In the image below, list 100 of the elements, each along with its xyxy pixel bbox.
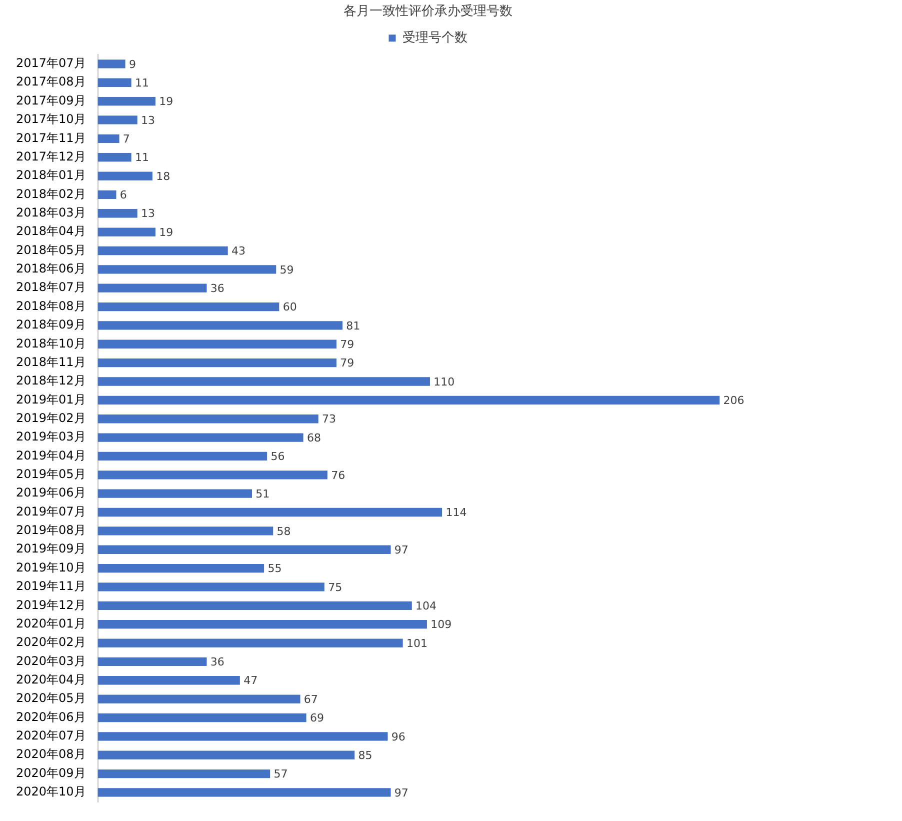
bar [98, 769, 270, 778]
data-label: 13 [141, 207, 156, 220]
y-tick-label: 2017年09月 [16, 93, 86, 108]
bar [98, 620, 427, 629]
data-label: 13 [141, 114, 156, 127]
bar [98, 153, 132, 162]
y-tick-label: 2019年03月 [16, 430, 86, 444]
bar [98, 321, 342, 330]
data-label: 19 [159, 95, 174, 108]
data-label: 81 [346, 319, 360, 332]
y-tick-label: 2018年11月 [16, 354, 86, 369]
bar [98, 750, 355, 760]
y-tick-label: 2019年01月 [16, 392, 86, 406]
bar [98, 470, 328, 480]
bar [98, 228, 156, 236]
y-tick-label: 2020年01月 [16, 616, 86, 630]
data-label: 43 [232, 244, 246, 258]
data-label: 206 [723, 394, 744, 408]
y-tick-label: 2018年08月 [16, 298, 86, 313]
data-label: 79 [340, 338, 354, 351]
data-label: 6 [120, 188, 127, 202]
bar [98, 116, 138, 124]
data-label: 104 [416, 600, 437, 613]
data-label: 69 [310, 712, 324, 725]
bar [98, 694, 300, 704]
chart-title: 各月一致性评价承办受理号数 [344, 4, 512, 20]
y-tick-label: 2017年10月 [16, 112, 86, 126]
y-tick-label: 2019年04月 [16, 448, 86, 462]
legend-label: 受理号个数 [402, 30, 468, 46]
bar [98, 433, 304, 442]
y-tick-label: 2020年02月 [16, 635, 86, 650]
bar [98, 60, 126, 68]
data-label: 96 [391, 730, 406, 744]
data-label: 79 [340, 356, 354, 370]
data-label: 85 [358, 748, 372, 762]
y-tick-label: 2018年07月 [16, 280, 86, 294]
y-tick-label: 2017年12月 [16, 149, 86, 164]
bar [98, 134, 120, 143]
bar [98, 452, 268, 461]
bar [98, 489, 252, 498]
bar [98, 564, 264, 573]
bar [98, 545, 391, 554]
bar [98, 246, 228, 256]
data-label: 101 [406, 636, 428, 650]
data-label: 7 [122, 132, 130, 146]
bar [98, 732, 388, 741]
bar [98, 657, 207, 666]
y-tick-label: 2018年04月 [16, 224, 86, 238]
data-label: 76 [331, 468, 346, 482]
bar [98, 265, 276, 274]
bar [98, 78, 132, 87]
y-tick-label: 2019年02月 [16, 410, 86, 425]
data-label: 36 [210, 282, 224, 295]
data-label: 56 [270, 450, 285, 464]
data-label: 75 [328, 580, 342, 594]
data-label: 55 [268, 562, 282, 576]
bar [98, 209, 138, 218]
data-label: 11 [134, 151, 149, 164]
y-tick-label: 2020年08月 [16, 747, 86, 762]
y-tick-label: 2019年11月 [16, 579, 86, 594]
bar [98, 340, 336, 348]
y-tick-label: 2020年04月 [16, 672, 86, 687]
y-tick-label: 2019年06月 [16, 486, 86, 500]
bar [98, 358, 336, 368]
y-tick-label: 2018年12月 [16, 374, 86, 388]
data-label: 110 [434, 375, 455, 388]
data-label: 58 [276, 524, 291, 538]
bar [98, 676, 240, 685]
data-label: 67 [304, 692, 318, 706]
data-label: 68 [306, 431, 321, 444]
y-tick-label: 2020年10月 [16, 784, 86, 799]
y-tick-label: 2017年07月 [16, 56, 86, 70]
data-label: 97 [394, 543, 408, 556]
bar [98, 582, 324, 592]
data-label: 57 [274, 768, 288, 781]
data-label: 109 [430, 618, 452, 632]
data-label: 59 [280, 263, 294, 276]
y-tick-label: 2019年12月 [16, 598, 86, 612]
bar [98, 638, 403, 648]
bar [98, 508, 442, 517]
y-tick-label: 2019年09月 [16, 542, 86, 556]
bar [98, 284, 207, 292]
data-label: 18 [156, 170, 170, 183]
y-tick-label: 2018年06月 [16, 262, 86, 276]
y-tick-label: 2019年07月 [16, 504, 86, 518]
data-label: 51 [256, 487, 270, 500]
bar [98, 788, 391, 797]
y-tick-label: 2018年02月 [16, 186, 86, 201]
y-tick-label: 2020年03月 [16, 654, 86, 668]
y-tick-label: 2019年10月 [16, 560, 86, 574]
y-tick-label: 2019年08月 [16, 523, 86, 538]
y-tick-label: 2020年07月 [16, 728, 86, 743]
bar [98, 172, 152, 180]
y-tick-label: 2020年06月 [16, 710, 86, 724]
bar [98, 396, 720, 405]
data-label: 114 [446, 506, 467, 520]
data-label: 73 [322, 412, 336, 426]
data-label: 47 [244, 674, 258, 688]
bar [98, 526, 274, 536]
y-tick-label: 2019年05月 [16, 467, 86, 482]
